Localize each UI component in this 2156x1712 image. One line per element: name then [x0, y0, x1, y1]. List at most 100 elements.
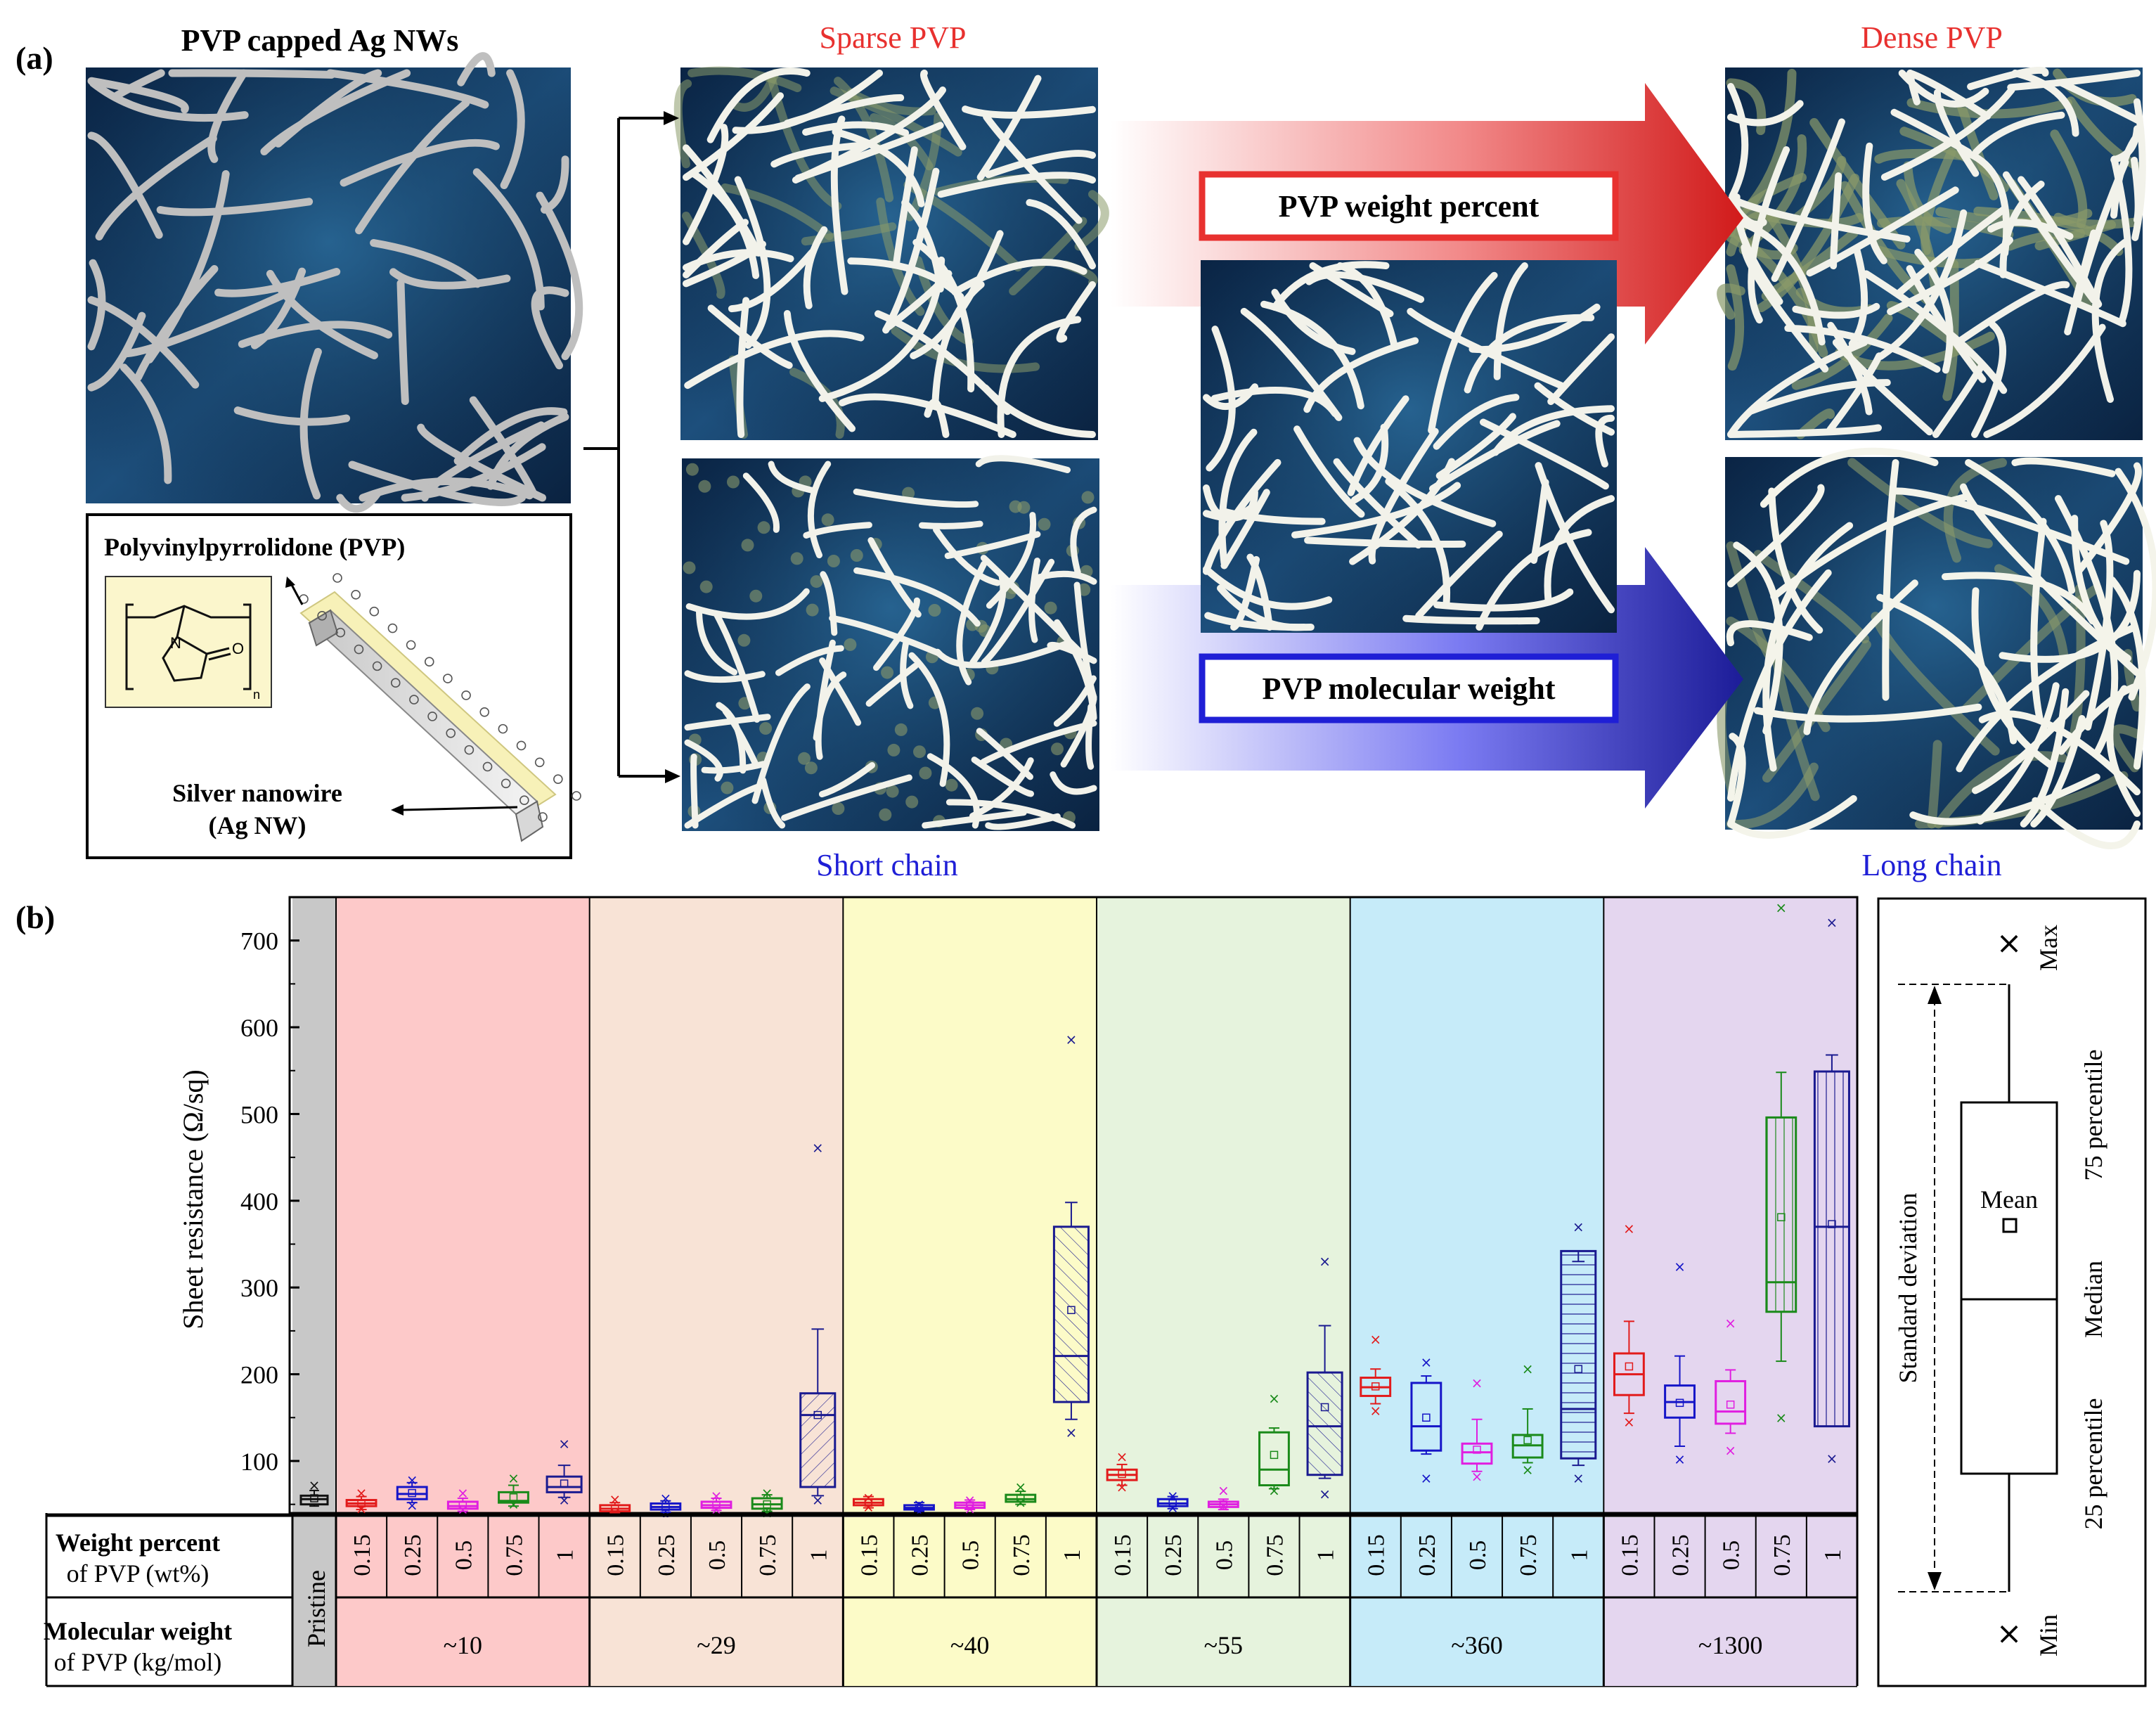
nanowire-strand: [683, 124, 729, 245]
iqr-box: [1461, 1442, 1493, 1465]
nanowire-strand: [1350, 423, 1389, 504]
mean-marker: [915, 1503, 924, 1512]
nanowire-strand: [736, 297, 750, 438]
wt-value-label: 0.75: [1516, 1534, 1542, 1576]
box-plot: ××: [1156, 1487, 1189, 1517]
nanowire-strand: [1595, 414, 1615, 468]
nanowire-strand: [922, 809, 1027, 829]
nanowire-strand: [853, 488, 979, 508]
nanowire-strand: [1890, 108, 1973, 156]
pvp-particle: [1017, 501, 1031, 514]
nanowire-strand: [2007, 70, 2141, 91]
nanowire-strand: [997, 316, 1082, 438]
nanowire-strand: [707, 304, 793, 369]
nanowire-strand: [453, 407, 568, 465]
iqr-box: [1560, 1249, 1597, 1460]
nanowire-strand: [1240, 307, 1343, 421]
nanowire-strand: [980, 555, 1082, 654]
nanowire-strand: [359, 477, 534, 502]
nanowire-strand: [1927, 740, 1942, 829]
iqr-box: [1715, 1379, 1747, 1425]
mw-value-label: ~40: [950, 1631, 989, 1659]
nanowire-strand: [983, 113, 1083, 224]
nanowire-strand: [975, 455, 1071, 473]
box-plot: ××: [1306, 1253, 1343, 1502]
nanowire-strand: [1293, 425, 1365, 518]
nanowire-strand: [299, 347, 322, 500]
iqr-box: [1765, 1116, 1797, 1313]
extreme-marker: ×: [1319, 1486, 1331, 1502]
extreme-marker: ×: [1116, 1448, 1128, 1465]
wt-value-label: 0.5: [1465, 1540, 1491, 1571]
extreme-marker: ×: [761, 1485, 773, 1502]
nanowire-strand: [839, 393, 1016, 438]
nanowire-strand: [1203, 458, 1282, 575]
pvp-molecule: [501, 778, 511, 789]
nanowire-strand: [1347, 395, 1409, 496]
mean-marker: [458, 1501, 467, 1510]
pvp-chemical-structure: N O n: [105, 576, 272, 708]
box-plot: ××: [1005, 1479, 1037, 1511]
extreme-marker: ×: [406, 1497, 418, 1514]
mean-marker: [965, 1501, 974, 1510]
nanowire-strand: [1717, 283, 1745, 320]
pvp-particle: [887, 743, 901, 757]
extreme-marker: ×: [913, 1496, 925, 1513]
nanowire-strand: [1433, 394, 1520, 450]
nanowire-strand: [87, 296, 200, 389]
wt-value-label: 1: [1313, 1550, 1339, 1562]
box-plot: ××: [1360, 1331, 1392, 1419]
wt-value-label: 0.75: [1262, 1534, 1288, 1576]
extreme-marker: ×: [1268, 1390, 1280, 1407]
legend-mean: Mean: [1980, 1185, 2038, 1214]
wt-value-label: 0.75: [755, 1534, 781, 1576]
nanowire-strand: [1953, 281, 2070, 347]
wt-value-label: 0.15: [1110, 1534, 1136, 1576]
nanowire-strand: [985, 813, 1061, 830]
mw-value-label: ~55: [1204, 1631, 1243, 1659]
nanowire-strand: [1070, 506, 1097, 576]
nanowire-strand: [1871, 612, 2000, 756]
iqr-box: [799, 1392, 837, 1488]
pvp-particle: [905, 795, 919, 809]
pristine-label: Pristine: [302, 1570, 330, 1647]
nanowire-strand: [1028, 558, 1040, 643]
pvp-particle: [850, 549, 863, 562]
nanowire-strand: [250, 267, 306, 349]
nanowire-strand: [2020, 688, 2070, 828]
nanowire-strand: [931, 281, 985, 405]
pvp-molecule: [351, 590, 361, 600]
pvp-molecule: [406, 640, 416, 650]
nanowire-strand: [1847, 458, 1993, 548]
pvp-particle: [844, 638, 857, 651]
weight-percent-box: PVP weight percent: [1199, 171, 1619, 241]
pvp-molecule: [461, 690, 471, 700]
sparse-title: Sparse PVP: [819, 20, 966, 55]
extreme-marker: ×: [508, 1470, 519, 1487]
wt-value-label: 0.15: [349, 1534, 375, 1576]
nanowire-strand: [919, 520, 983, 529]
nanowire-strand: [701, 761, 767, 774]
nanowire-strand: [214, 268, 341, 297]
mean-marker: [1625, 1362, 1634, 1371]
nanowire-strand: [1726, 620, 1813, 647]
wt-value-label: 0.25: [1668, 1534, 1694, 1576]
nanowire-strand: [768, 461, 816, 494]
nanowire-strand: [1206, 326, 1236, 472]
nanowire-strand: [87, 311, 146, 392]
box-plot: ××: [1560, 1218, 1597, 1487]
wt-value-label: 0.25: [1161, 1534, 1187, 1576]
nanowire-strand: [1547, 333, 1615, 406]
wt-value-label: 1: [806, 1550, 832, 1562]
box-legend: × × Mean Max Min 75 percentile Median 25…: [1877, 897, 2147, 1687]
nanowire-strand: [2106, 685, 2141, 817]
extreme-marker: ×: [1420, 1470, 1432, 1487]
nanowire-strand: [683, 219, 749, 278]
nanowire-strand: [1727, 569, 1832, 802]
nanowire-strand: [781, 774, 912, 821]
nanowire-strand: [1336, 262, 1398, 350]
nanowire-strand: [2011, 457, 2116, 477]
pvp-particle: [945, 778, 958, 792]
extreme-marker: ×: [1775, 1409, 1787, 1426]
